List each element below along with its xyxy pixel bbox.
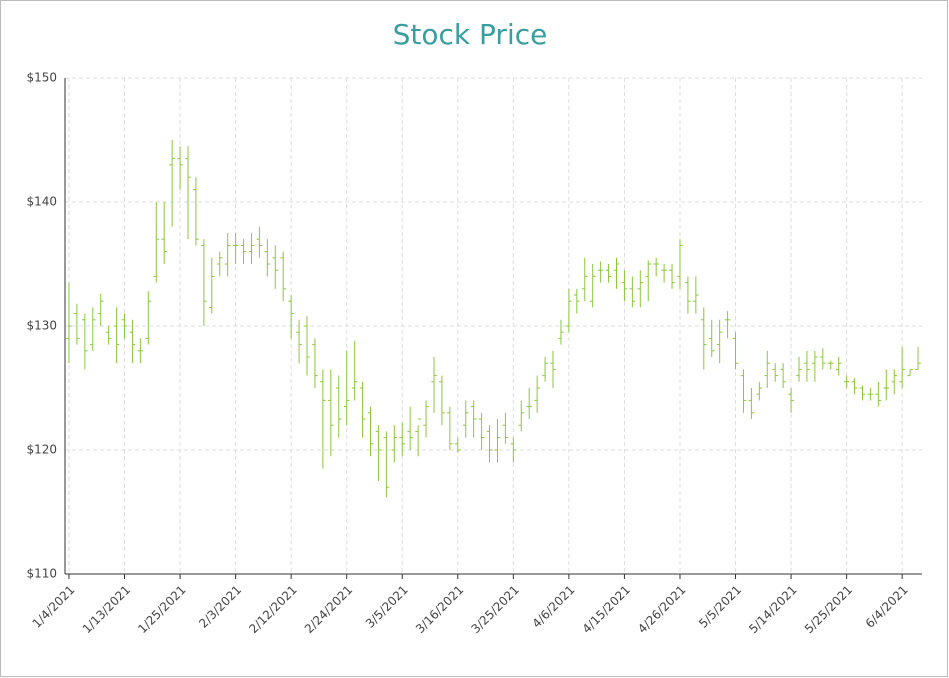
y-tick-label: $120 [26,443,57,457]
y-tick-label: $130 [26,319,57,333]
y-tick-label: $110 [26,567,57,581]
y-tick-label: $140 [26,195,57,209]
chart-title: Stock Price [393,18,548,51]
y-tick-label: $150 [26,71,57,85]
